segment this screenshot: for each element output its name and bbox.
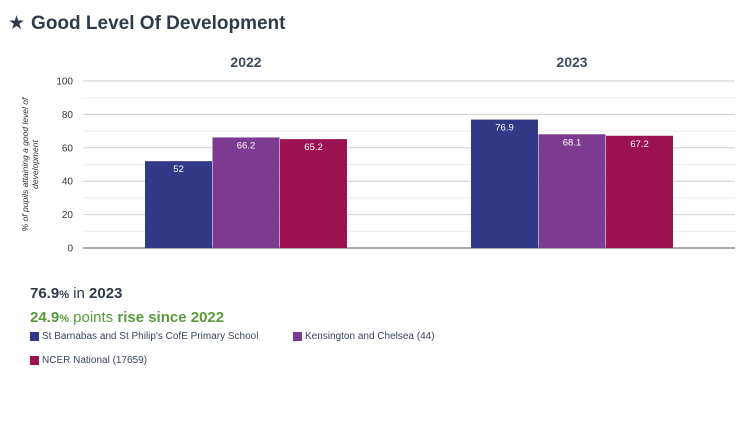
legend-swatch-national bbox=[30, 356, 39, 365]
bar bbox=[538, 134, 606, 248]
y-tick-label: 0 bbox=[67, 244, 73, 255]
legend-label-local-authority: Kensington and Chelsea (44) bbox=[305, 331, 435, 342]
y-tick-label: 100 bbox=[56, 77, 73, 88]
data-label: 76.9 bbox=[495, 123, 514, 134]
summary: 76.9% in 2023 24.9% points rise since 20… bbox=[30, 285, 224, 333]
y-axis-title: % of pupils attaining a good level ofdev… bbox=[20, 96, 40, 231]
current-result: 76.9% in 2023 bbox=[30, 285, 224, 302]
legend-swatch-school bbox=[30, 332, 39, 341]
change-unit: % bbox=[59, 313, 69, 325]
current-year: 2023 bbox=[89, 285, 123, 302]
current-unit: % bbox=[59, 289, 69, 301]
bar bbox=[606, 135, 673, 248]
bar bbox=[212, 137, 280, 248]
category-label: 2023 bbox=[556, 54, 587, 70]
change-text-end: rise since 2022 bbox=[117, 309, 225, 326]
legend-label-school: St Barnabas and St Philip's CofE Primary… bbox=[42, 331, 259, 342]
data-label: 66.2 bbox=[237, 140, 256, 151]
change-result: 24.9% points rise since 2022 bbox=[30, 309, 224, 326]
data-label: 68.1 bbox=[563, 137, 582, 148]
bar bbox=[145, 161, 212, 248]
star-icon: ★ bbox=[8, 13, 26, 34]
y-tick-label: 20 bbox=[62, 210, 74, 221]
bar bbox=[280, 139, 347, 248]
y-tick-label: 60 bbox=[62, 143, 74, 154]
legend-label-national: NCER National (17659) bbox=[42, 355, 148, 366]
title-text: Good Level Of Development bbox=[31, 13, 286, 34]
data-label: 65.2 bbox=[304, 142, 323, 153]
change-text-mid: points bbox=[73, 309, 114, 326]
change-value: 24.9 bbox=[30, 309, 60, 326]
current-value: 76.9 bbox=[30, 285, 60, 302]
legend-item-national: NCER National (17659) bbox=[30, 355, 147, 366]
category-label: 2022 bbox=[230, 54, 261, 70]
bar-chart: 0 20 40 60 80 100 % of pupils attaining a good… bbox=[20, 54, 735, 255]
data-label: 67.2 bbox=[630, 139, 649, 150]
page-title: ★ Good Level Of Development bbox=[8, 12, 285, 35]
legend-item-school: St Barnabas and St Philip's CofE Primary… bbox=[30, 331, 258, 342]
data-label: 52 bbox=[173, 164, 184, 175]
y-tick-label: 40 bbox=[62, 177, 74, 188]
legend-item-local-authority: Kensington and Chelsea (44) bbox=[293, 331, 435, 342]
bar bbox=[471, 119, 538, 249]
legend-swatch-local-authority bbox=[293, 332, 302, 341]
y-tick-label: 80 bbox=[62, 110, 74, 121]
current-text-mid: in bbox=[73, 285, 85, 302]
